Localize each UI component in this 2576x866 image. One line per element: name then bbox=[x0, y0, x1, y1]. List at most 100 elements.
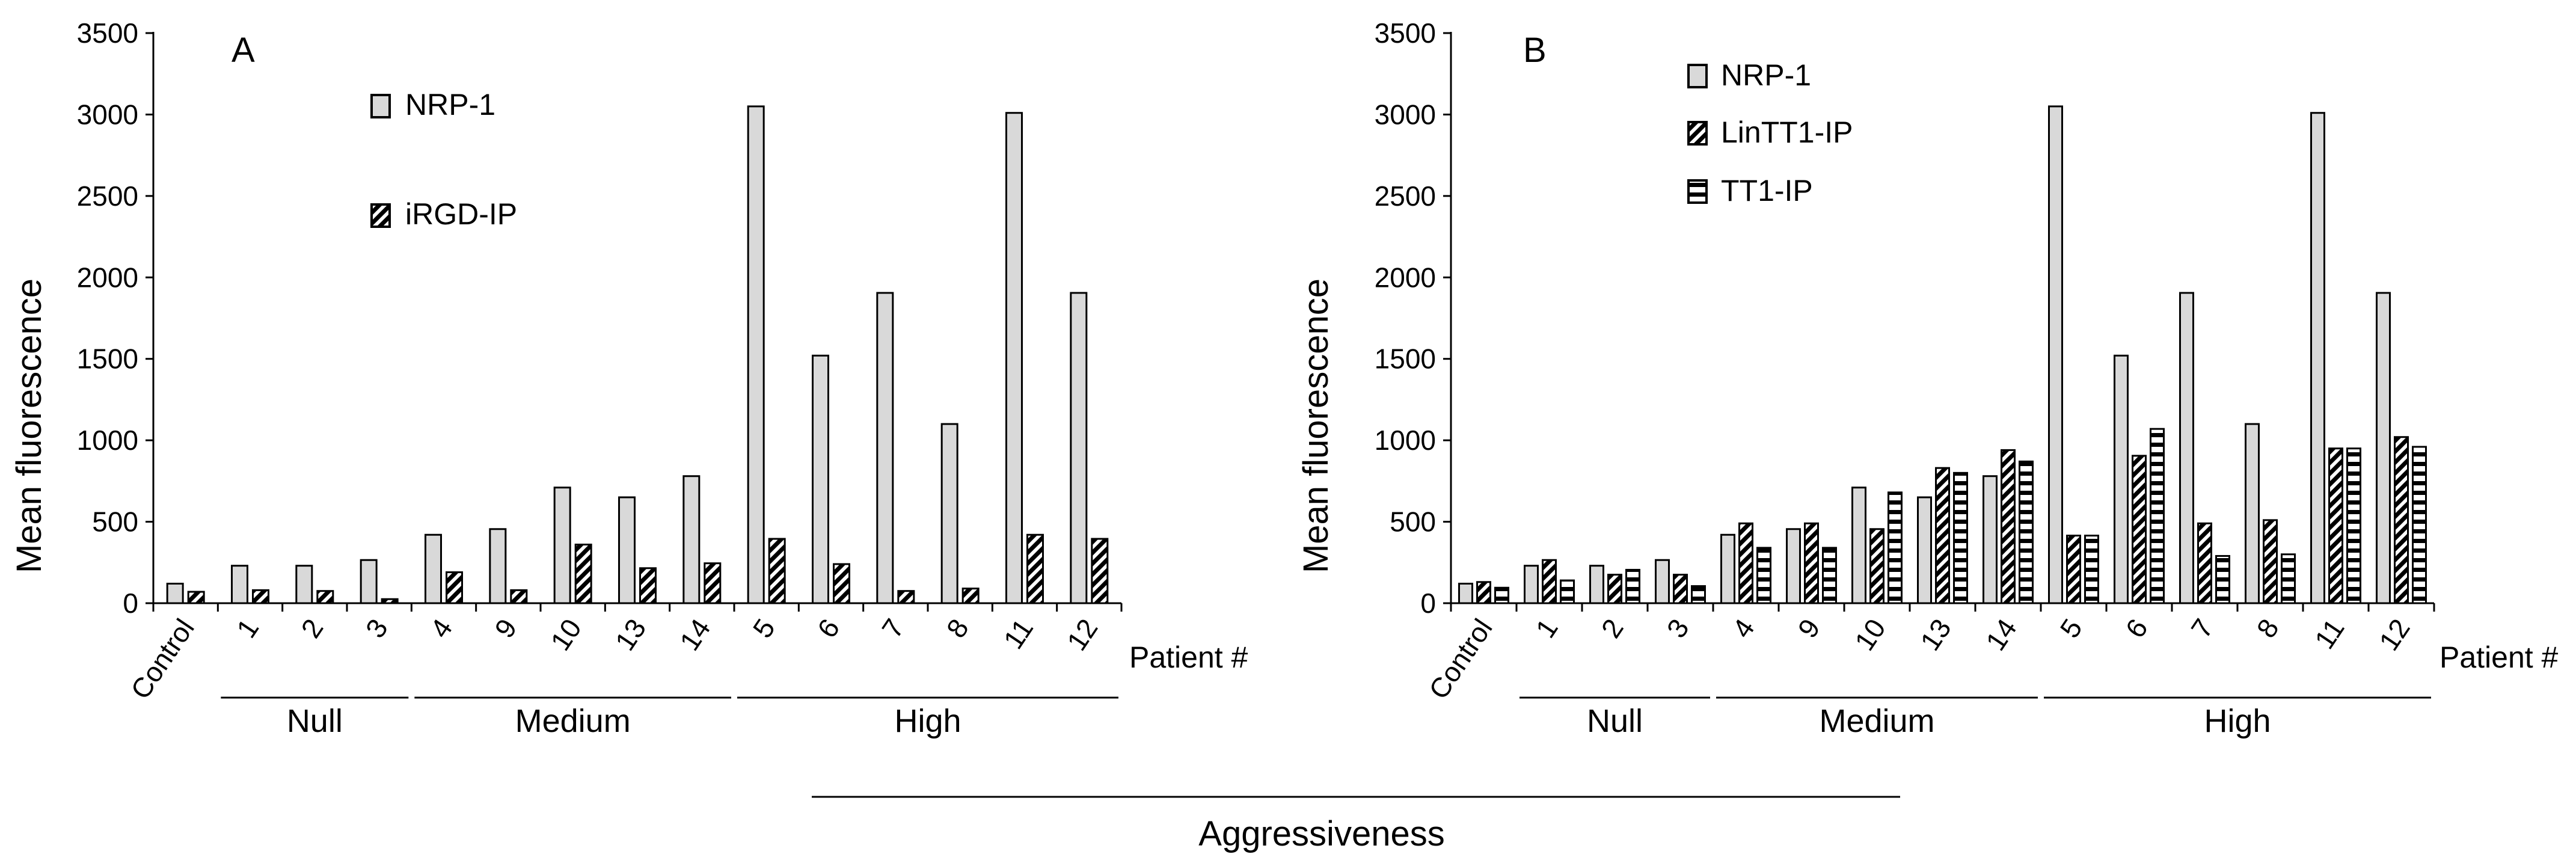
y-tick-label: 1000 bbox=[1375, 425, 1436, 456]
bar-nrp-1-13 bbox=[618, 496, 636, 604]
y-tick-label: 3500 bbox=[77, 17, 138, 49]
x-tick-label: 4 bbox=[424, 613, 458, 643]
bar-tt1-ip-control bbox=[1494, 586, 1509, 604]
bar-tt1-ip-3 bbox=[1691, 585, 1706, 604]
legend-swatch-nrp1 bbox=[370, 94, 391, 118]
x-tick-label: 11 bbox=[997, 613, 1039, 655]
bar-nrp-1-9 bbox=[1786, 528, 1801, 604]
y-tick-label: 0 bbox=[1420, 588, 1436, 619]
bar-irgd-ip-1 bbox=[252, 589, 269, 604]
bar-tt1-ip-1 bbox=[1560, 579, 1575, 604]
x-tick-label: 11 bbox=[2308, 613, 2351, 655]
bar-tt1-ip-10 bbox=[1888, 491, 1903, 604]
panel-a: A Mean fluorescence Patient # NRP-1 iRGD… bbox=[10, 17, 1248, 739]
x-tick-label: 1 bbox=[1529, 613, 1563, 643]
x-tick-label: 9 bbox=[488, 613, 523, 643]
panel-b-label: B bbox=[1523, 31, 1547, 70]
bar-irgd-ip-12 bbox=[1091, 538, 1109, 604]
bar-nrp-1-11 bbox=[2310, 112, 2325, 604]
x-tick-label: 10 bbox=[1848, 613, 1892, 657]
bar-irgd-ip-7 bbox=[897, 590, 915, 604]
y-tick-label: 500 bbox=[1390, 506, 1436, 538]
bar-nrp-1-3 bbox=[1655, 559, 1670, 604]
x-tick-label: 6 bbox=[2119, 613, 2153, 643]
bar-tt1-ip-11 bbox=[2346, 447, 2361, 604]
y-tick-label: 2000 bbox=[77, 262, 138, 293]
bar-irgd-ip-5 bbox=[768, 538, 786, 604]
bar-lintt1-ip-5 bbox=[2066, 535, 2081, 604]
x-tick-label: 12 bbox=[2373, 613, 2416, 657]
group-label: Null bbox=[287, 703, 343, 739]
bar-irgd-ip-4 bbox=[446, 571, 463, 604]
bar-irgd-ip-2 bbox=[316, 590, 334, 604]
bar-lintt1-ip-9 bbox=[1804, 522, 1819, 604]
panel-b: B Mean fluorescence Patient # NRP-1 LinT… bbox=[1296, 17, 2559, 739]
bar-nrp-1-control bbox=[166, 582, 184, 604]
x-tick-label: 14 bbox=[673, 613, 717, 657]
bar-tt1-ip-14 bbox=[2019, 460, 2034, 604]
panel-a-legend: NRP-1 iRGD-IP bbox=[370, 88, 517, 231]
bar-nrp-1-12 bbox=[2376, 292, 2391, 604]
panel-a-label: A bbox=[232, 31, 255, 70]
x-tick-label: 14 bbox=[1980, 613, 2023, 657]
bar-irgd-ip-9 bbox=[510, 589, 528, 604]
group-label: Null bbox=[1587, 703, 1643, 739]
bar-tt1-ip-5 bbox=[2084, 535, 2099, 604]
bar-irgd-ip-14 bbox=[704, 562, 722, 604]
bar-lintt1-ip-7 bbox=[2197, 522, 2212, 604]
bar-lintt1-ip-14 bbox=[2001, 449, 2016, 604]
y-tick-label: 2000 bbox=[1375, 262, 1436, 293]
panel-a-xlabel: Patient # bbox=[1129, 640, 1248, 674]
bar-lintt1-ip-1 bbox=[1542, 559, 1557, 604]
legend-swatch-lintt1-ip bbox=[1687, 121, 1708, 146]
x-tick-label: 9 bbox=[1791, 613, 1826, 643]
bar-nrp-1-5 bbox=[2048, 105, 2063, 604]
bar-tt1-ip-4 bbox=[1756, 547, 1771, 604]
x-tick-label: 5 bbox=[2053, 613, 2088, 643]
x-tick-label: 7 bbox=[2185, 613, 2219, 643]
y-tick-label: 0 bbox=[123, 588, 138, 619]
legend-swatch-tt1-ip bbox=[1687, 179, 1708, 204]
bar-lintt1-ip-13 bbox=[1935, 467, 1950, 604]
legend-label-tt1-ip: TT1-IP bbox=[1721, 174, 1813, 207]
bar-nrp-1-8 bbox=[2245, 423, 2260, 604]
bar-tt1-ip-12 bbox=[2412, 446, 2427, 604]
bar-nrp-1-2 bbox=[295, 565, 313, 604]
bar-irgd-ip-8 bbox=[961, 588, 980, 604]
bar-irgd-ip-10 bbox=[574, 543, 592, 604]
bar-nrp-1-10 bbox=[553, 487, 571, 604]
bar-lintt1-ip-10 bbox=[1869, 528, 1884, 604]
x-tick-label: 13 bbox=[609, 613, 652, 657]
panel-b-xlabel: Patient # bbox=[2440, 640, 2559, 674]
x-tick-label: 2 bbox=[295, 613, 329, 643]
bar-nrp-1-7 bbox=[2179, 292, 2194, 604]
y-tick-label: 3000 bbox=[77, 99, 138, 130]
x-tick-label: 13 bbox=[1914, 613, 1957, 657]
y-tick-label: 1000 bbox=[77, 425, 138, 456]
bar-lintt1-ip-2 bbox=[1607, 574, 1622, 604]
legend-swatch-irgd-ip bbox=[370, 203, 391, 228]
bar-irgd-ip-control bbox=[187, 591, 205, 604]
x-tick-label: 7 bbox=[876, 613, 910, 643]
bar-irgd-ip-6 bbox=[833, 563, 850, 604]
bar-tt1-ip-7 bbox=[2215, 554, 2230, 604]
bar-nrp-1-1 bbox=[231, 565, 248, 604]
bar-nrp-1-12 bbox=[1070, 292, 1088, 604]
bar-nrp-1-1 bbox=[1524, 565, 1539, 604]
group-label: High bbox=[894, 703, 961, 739]
bar-tt1-ip-9 bbox=[1822, 547, 1837, 604]
bar-tt1-ip-13 bbox=[1953, 471, 1968, 604]
bar-lintt1-ip-control bbox=[1476, 581, 1491, 604]
y-tick-label: 3500 bbox=[1375, 17, 1436, 49]
bar-nrp-1-8 bbox=[940, 423, 958, 604]
x-tick-label: 8 bbox=[940, 613, 975, 643]
bar-nrp-1-6 bbox=[2114, 354, 2129, 604]
panel-b-legend: NRP-1 LinTT1-IP TT1-IP bbox=[1687, 58, 1853, 207]
x-tick-label: 3 bbox=[360, 613, 394, 643]
group-label: Medium bbox=[1819, 703, 1934, 739]
bar-lintt1-ip-12 bbox=[2394, 436, 2409, 604]
panel-a-ylabel: Mean fluorescence bbox=[10, 278, 49, 573]
bar-tt1-ip-8 bbox=[2281, 553, 2296, 604]
bar-nrp-1-9 bbox=[489, 528, 507, 604]
